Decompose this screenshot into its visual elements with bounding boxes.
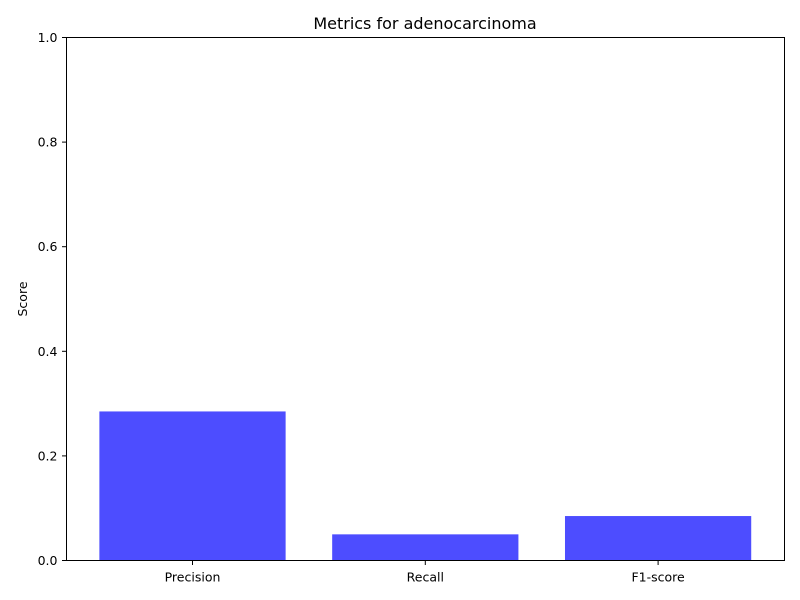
y-tick-label: 0.0 (38, 553, 58, 568)
chart-title: Metrics for adenocarcinoma (313, 14, 536, 33)
bar-recall (332, 534, 519, 561)
y-tick-label: 0.4 (38, 344, 58, 359)
y-tick-label: 1.0 (38, 30, 58, 45)
y-tick-label: 0.6 (38, 239, 58, 254)
y-tick-label: 0.2 (38, 448, 58, 463)
bars-group (99, 411, 752, 561)
x-axis-ticks: Precision Recall F1-score (165, 560, 685, 585)
plot-area-frame (66, 37, 785, 561)
bar-precision (99, 411, 286, 561)
y-axis-label: Score (15, 281, 30, 316)
x-tick-label-f1-score: F1-score (631, 570, 685, 585)
x-tick-label-precision: Precision (165, 570, 221, 585)
y-tick-label: 0.8 (38, 135, 58, 150)
bar-f1-score (564, 516, 752, 561)
x-tick-label-recall: Recall (407, 570, 444, 585)
y-axis-ticks: 0.0 0.2 0.4 0.6 0.8 1.0 (38, 30, 67, 568)
